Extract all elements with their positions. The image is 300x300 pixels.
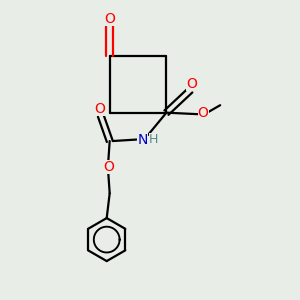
Text: O: O (186, 77, 197, 91)
Text: N: N (137, 133, 148, 146)
Text: O: O (103, 160, 114, 174)
Text: O: O (95, 102, 106, 116)
Text: H: H (148, 133, 158, 146)
Text: O: O (198, 106, 208, 120)
Text: O: O (104, 12, 115, 26)
